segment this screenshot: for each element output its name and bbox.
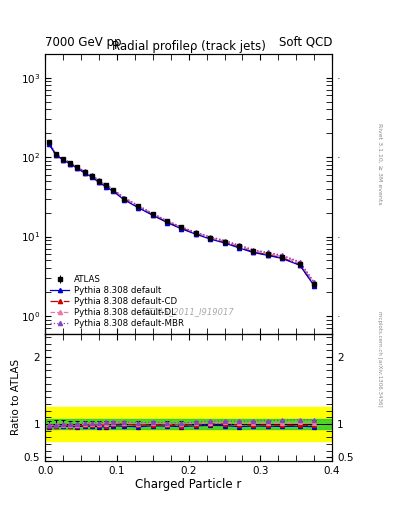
Y-axis label: Ratio to ATLAS: Ratio to ATLAS (11, 359, 21, 435)
Text: Soft QCD: Soft QCD (279, 36, 332, 49)
Bar (45, 419, 332, 429)
Text: ATLAS_2011_I919017: ATLAS_2011_I919017 (143, 307, 234, 316)
Text: Rivet 3.1.10, ≥ 3M events: Rivet 3.1.10, ≥ 3M events (377, 123, 382, 205)
Title: Radial profileρ (track jets): Radial profileρ (track jets) (112, 39, 266, 53)
Legend: ATLAS, Pythia 8.308 default, Pythia 8.308 default-CD, Pythia 8.308 default-DL, P: ATLAS, Pythia 8.308 default, Pythia 8.30… (49, 273, 185, 330)
Text: 7000 GeV pp: 7000 GeV pp (45, 36, 122, 49)
X-axis label: Charged Particle r: Charged Particle r (136, 478, 242, 492)
Text: mcplots.cern.ch [arXiv:1306.3436]: mcplots.cern.ch [arXiv:1306.3436] (377, 311, 382, 406)
Bar (45, 407, 332, 441)
